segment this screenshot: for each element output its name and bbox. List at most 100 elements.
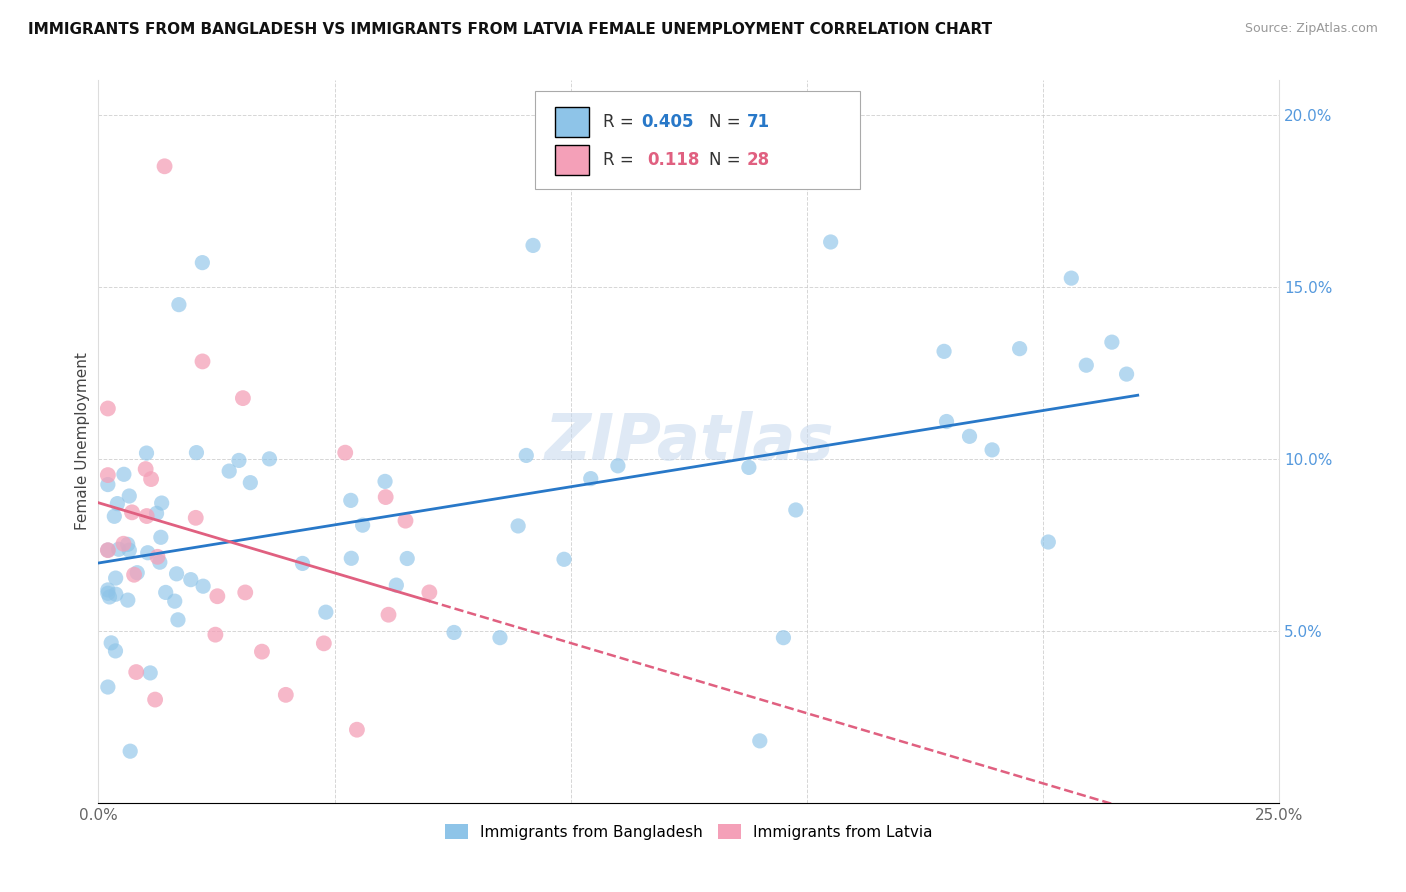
Point (135, 509, 157, 524)
Point (1101, 335, 1123, 350)
Point (150, 496, 173, 510)
Point (112, 537, 135, 551)
Point (191, 354, 214, 368)
Point (489, 631, 512, 645)
Point (335, 445, 357, 459)
Point (312, 636, 335, 650)
Point (97, 401, 120, 416)
Text: 71: 71 (747, 113, 770, 131)
Point (117, 537, 139, 551)
Point (274, 688, 297, 702)
Point (385, 578, 408, 592)
Point (120, 744, 142, 758)
Point (785, 503, 807, 517)
Point (97, 468, 120, 483)
Point (1008, 342, 1031, 356)
Point (239, 475, 262, 490)
Point (155, 585, 177, 599)
Point (100, 636, 122, 650)
Point (139, 472, 162, 486)
Point (104, 587, 127, 601)
Point (396, 551, 419, 566)
Point (1076, 358, 1098, 372)
Legend: Immigrants from Bangladesh, Immigrants from Latvia: Immigrants from Bangladesh, Immigrants f… (439, 818, 939, 846)
Point (167, 298, 190, 312)
Point (250, 645, 273, 659)
Point (1115, 367, 1137, 381)
Point (232, 391, 254, 405)
Point (515, 449, 537, 463)
Point (191, 255, 214, 269)
Point (522, 238, 544, 252)
Point (553, 552, 575, 566)
Point (117, 593, 139, 607)
Text: R =: R = (603, 151, 644, 169)
Point (186, 445, 208, 459)
Text: 28: 28 (747, 151, 770, 169)
FancyBboxPatch shape (555, 107, 589, 137)
Point (135, 446, 157, 460)
Point (145, 506, 167, 520)
Point (98, 590, 121, 604)
Text: N =: N = (709, 151, 747, 169)
Text: N =: N = (709, 113, 747, 131)
Point (112, 467, 135, 482)
Point (104, 644, 127, 658)
Point (291, 557, 314, 571)
Point (97, 543, 120, 558)
Point (127, 566, 149, 580)
Point (146, 549, 169, 564)
Point (352, 518, 374, 533)
Point (315, 605, 337, 619)
Point (163, 594, 186, 608)
Point (748, 734, 770, 748)
Point (204, 627, 226, 641)
Text: R =: R = (603, 113, 638, 131)
Point (233, 585, 256, 599)
Point (259, 451, 281, 466)
Point (191, 579, 214, 593)
Point (180, 573, 202, 587)
Point (118, 489, 141, 503)
Point (228, 453, 250, 467)
Point (122, 567, 145, 582)
Point (125, 665, 148, 679)
FancyBboxPatch shape (536, 91, 860, 189)
Point (139, 665, 162, 680)
Point (935, 415, 957, 429)
Point (105, 497, 128, 511)
Point (118, 543, 141, 558)
Text: 0.405: 0.405 (641, 113, 695, 131)
Point (377, 607, 399, 622)
Point (508, 519, 530, 533)
Point (1038, 535, 1060, 549)
Point (1060, 271, 1083, 285)
Point (153, 159, 176, 173)
Point (107, 542, 129, 557)
Point (97, 586, 120, 600)
Point (606, 458, 628, 473)
Point (443, 625, 465, 640)
Point (97, 680, 120, 694)
Point (207, 589, 229, 603)
Point (579, 472, 602, 486)
Point (97, 543, 120, 558)
Point (136, 546, 159, 560)
Point (135, 462, 157, 476)
Point (772, 631, 794, 645)
Text: 0.118: 0.118 (648, 151, 700, 169)
Point (149, 530, 172, 544)
Point (97, 582, 120, 597)
Point (218, 464, 240, 478)
Point (103, 509, 125, 524)
Point (149, 555, 172, 569)
Point (166, 566, 188, 581)
FancyBboxPatch shape (555, 145, 589, 175)
Point (184, 511, 207, 525)
Point (394, 514, 416, 528)
Point (104, 571, 127, 585)
Point (346, 723, 368, 737)
Point (418, 585, 440, 599)
Point (738, 460, 761, 475)
Text: Source: ZipAtlas.com: Source: ZipAtlas.com (1244, 22, 1378, 36)
